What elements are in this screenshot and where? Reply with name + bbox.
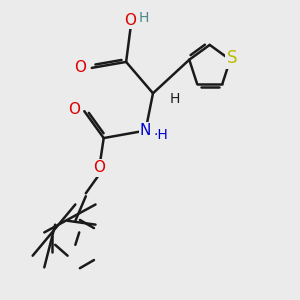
- Text: O: O: [74, 60, 86, 75]
- Text: ·H: ·H: [153, 128, 168, 142]
- Text: O: O: [68, 102, 80, 117]
- Text: S: S: [226, 49, 237, 67]
- Text: H: H: [169, 92, 180, 106]
- Text: N: N: [140, 123, 151, 138]
- Text: O: O: [124, 13, 136, 28]
- Text: H: H: [139, 11, 149, 25]
- Text: O: O: [93, 160, 105, 175]
